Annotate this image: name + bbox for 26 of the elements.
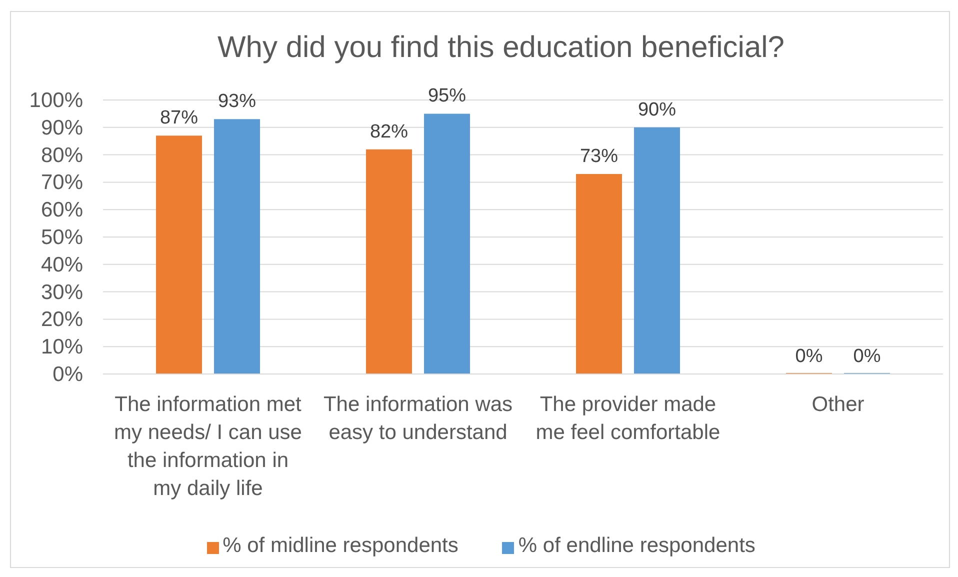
data-label: 73% <box>580 146 618 167</box>
data-label: 87% <box>160 108 198 129</box>
y-tick-label: 20% <box>40 308 83 332</box>
data-label: 93% <box>218 91 256 112</box>
y-tick-label: 0% <box>52 363 83 386</box>
y-tick-label: 60% <box>40 198 83 222</box>
y-tick-label: 30% <box>40 280 83 304</box>
chart-title: Why did you find this education beneficial? <box>216 31 786 65</box>
legend-label: % of endline respondents <box>518 534 756 557</box>
y-tick-label: 80% <box>40 144 83 167</box>
data-label: 95% <box>428 86 466 107</box>
y-tick-label: 70% <box>40 171 83 194</box>
y-tick-label: 10% <box>40 336 83 359</box>
data-label: 0% <box>795 346 823 367</box>
y-tick-label: 50% <box>40 226 83 249</box>
x-tick-label: The information was easy to understand <box>323 393 513 444</box>
y-tick-label: 40% <box>40 253 83 276</box>
data-label: 82% <box>370 121 408 142</box>
data-label: 0% <box>853 346 881 367</box>
y-tick-label: 90% <box>40 116 83 140</box>
data-label: 90% <box>638 99 676 120</box>
x-tick-label: The information met my needs/ I can use the information in my daily life <box>114 393 302 500</box>
x-tick-label: Other <box>812 393 864 416</box>
y-tick-label: 100% <box>29 89 83 112</box>
x-tick-label: The provider made me feel comfortable <box>536 393 720 444</box>
legend-label: % of midline respondents <box>222 534 458 557</box>
